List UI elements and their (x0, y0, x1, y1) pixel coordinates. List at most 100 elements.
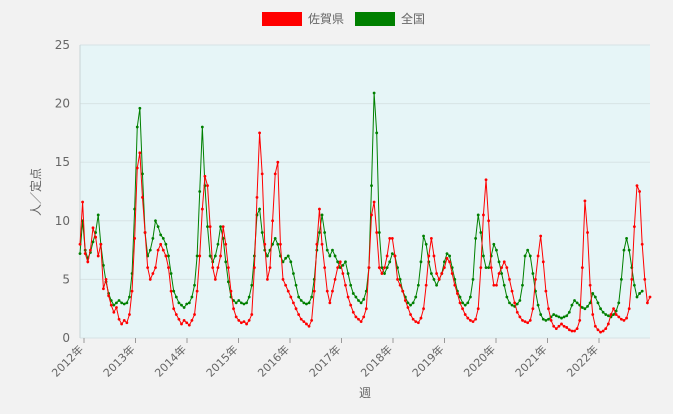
data-point[interactable] (200, 207, 204, 211)
data-point[interactable] (409, 303, 412, 307)
data-point[interactable] (640, 242, 644, 246)
data-point[interactable] (414, 295, 418, 299)
data-point[interactable] (580, 306, 584, 309)
data-point[interactable] (627, 248, 631, 252)
data-point[interactable] (648, 295, 652, 299)
data-point[interactable] (271, 242, 274, 246)
data-point[interactable] (429, 272, 433, 275)
data-point[interactable] (487, 219, 491, 223)
data-point[interactable] (203, 174, 207, 178)
data-point[interactable] (591, 292, 595, 295)
data-point[interactable] (614, 309, 618, 313)
data-point[interactable] (596, 328, 600, 332)
data-point[interactable] (427, 254, 431, 258)
data-point[interactable] (148, 248, 152, 252)
data-point[interactable] (372, 200, 376, 204)
data-point[interactable] (588, 283, 592, 287)
data-point[interactable] (612, 313, 615, 316)
data-point[interactable] (206, 225, 209, 229)
data-point[interactable] (292, 272, 295, 275)
data-point[interactable] (177, 317, 181, 321)
data-point[interactable] (284, 256, 288, 260)
data-point[interactable] (390, 252, 394, 256)
data-point[interactable] (307, 324, 311, 328)
data-point[interactable] (599, 330, 602, 334)
data-point[interactable] (349, 283, 353, 287)
data-point[interactable] (398, 278, 402, 281)
data-point[interactable] (305, 302, 308, 306)
data-point[interactable] (619, 317, 623, 321)
data-point[interactable] (492, 283, 496, 287)
data-point[interactable] (622, 319, 626, 322)
data-point[interactable] (554, 314, 558, 318)
data-point[interactable] (78, 242, 82, 246)
data-point[interactable] (305, 322, 308, 326)
data-point[interactable] (91, 226, 95, 230)
data-point[interactable] (406, 301, 410, 305)
data-point[interactable] (141, 172, 144, 176)
data-point[interactable] (128, 295, 131, 299)
data-point[interactable] (531, 307, 535, 311)
data-point[interactable] (318, 231, 321, 234)
data-point[interactable] (510, 289, 514, 293)
data-point[interactable] (200, 125, 204, 129)
data-point[interactable] (383, 272, 386, 275)
data-point[interactable] (403, 299, 407, 302)
data-point[interactable] (286, 289, 290, 293)
data-point[interactable] (419, 260, 423, 264)
data-point[interactable] (521, 319, 524, 322)
data-point[interactable] (510, 303, 514, 307)
data-point[interactable] (419, 316, 423, 320)
data-point[interactable] (185, 321, 189, 325)
data-point[interactable] (325, 248, 329, 252)
data-point[interactable] (463, 303, 467, 307)
data-point[interactable] (320, 242, 324, 246)
data-point[interactable] (112, 303, 116, 307)
data-point[interactable] (362, 297, 366, 301)
data-point[interactable] (159, 242, 163, 246)
data-point[interactable] (458, 295, 462, 299)
data-point[interactable] (575, 327, 579, 331)
data-point[interactable] (138, 151, 142, 155)
data-point[interactable] (476, 213, 480, 217)
data-point[interactable] (193, 313, 196, 316)
data-point[interactable] (599, 307, 602, 311)
data-point[interactable] (552, 313, 556, 316)
data-point[interactable] (565, 314, 569, 318)
data-point[interactable] (354, 315, 358, 319)
data-point[interactable] (375, 131, 379, 135)
data-point[interactable] (237, 319, 241, 322)
data-point[interactable] (331, 289, 334, 293)
data-point[interactable] (289, 260, 293, 264)
data-point[interactable] (385, 266, 389, 270)
data-point[interactable] (211, 266, 215, 270)
data-point[interactable] (502, 260, 506, 264)
data-point[interactable] (638, 292, 641, 295)
data-point[interactable] (258, 207, 261, 211)
data-point[interactable] (471, 278, 475, 281)
data-point[interactable] (388, 260, 392, 264)
data-point[interactable] (565, 326, 569, 329)
data-point[interactable] (466, 316, 470, 320)
data-point[interactable] (266, 254, 269, 258)
data-point[interactable] (583, 199, 587, 203)
data-point[interactable] (484, 178, 488, 182)
data-point[interactable] (279, 242, 282, 246)
data-point[interactable] (252, 266, 256, 270)
data-point[interactable] (450, 272, 454, 275)
data-point[interactable] (122, 319, 126, 322)
data-point[interactable] (255, 195, 259, 199)
data-point[interactable] (325, 289, 329, 293)
data-point[interactable] (128, 313, 131, 316)
data-point[interactable] (604, 327, 608, 331)
data-point[interactable] (573, 299, 576, 302)
data-point[interactable] (141, 195, 144, 199)
data-point[interactable] (180, 303, 183, 307)
data-point[interactable] (333, 278, 337, 281)
data-point[interactable] (505, 266, 509, 270)
data-point[interactable] (310, 295, 314, 299)
data-point[interactable] (586, 304, 589, 308)
data-point[interactable] (429, 236, 433, 240)
data-point[interactable] (570, 329, 574, 333)
data-point[interactable] (375, 231, 379, 234)
